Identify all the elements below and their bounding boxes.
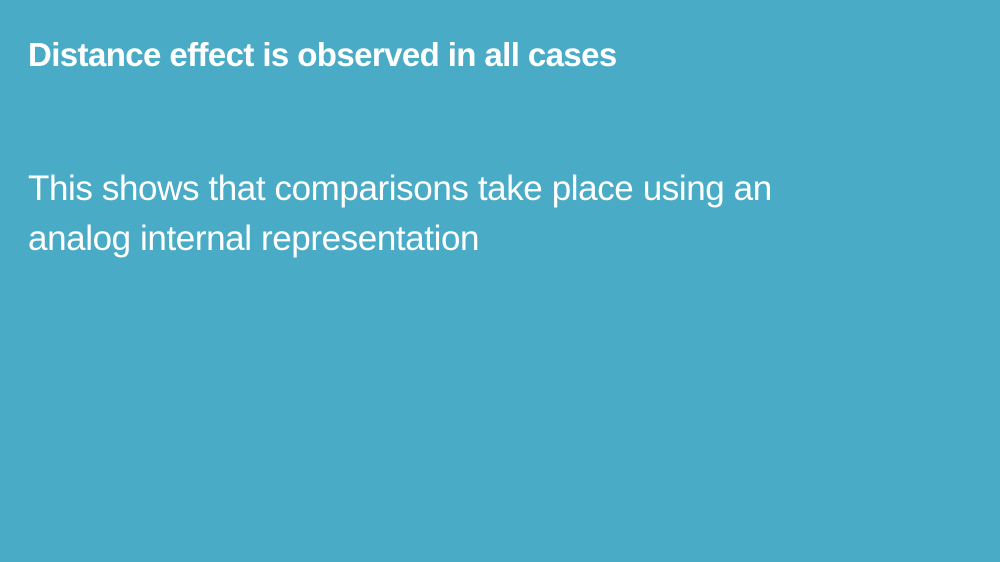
body-text-line-1: This shows that comparisons take place u…	[28, 169, 772, 208]
body-text-line-2: analog internal representation	[28, 219, 480, 258]
slide-body-text: This shows that comparisons take place u…	[28, 164, 958, 264]
slide-title: Distance effect is observed in all cases	[28, 36, 617, 73]
